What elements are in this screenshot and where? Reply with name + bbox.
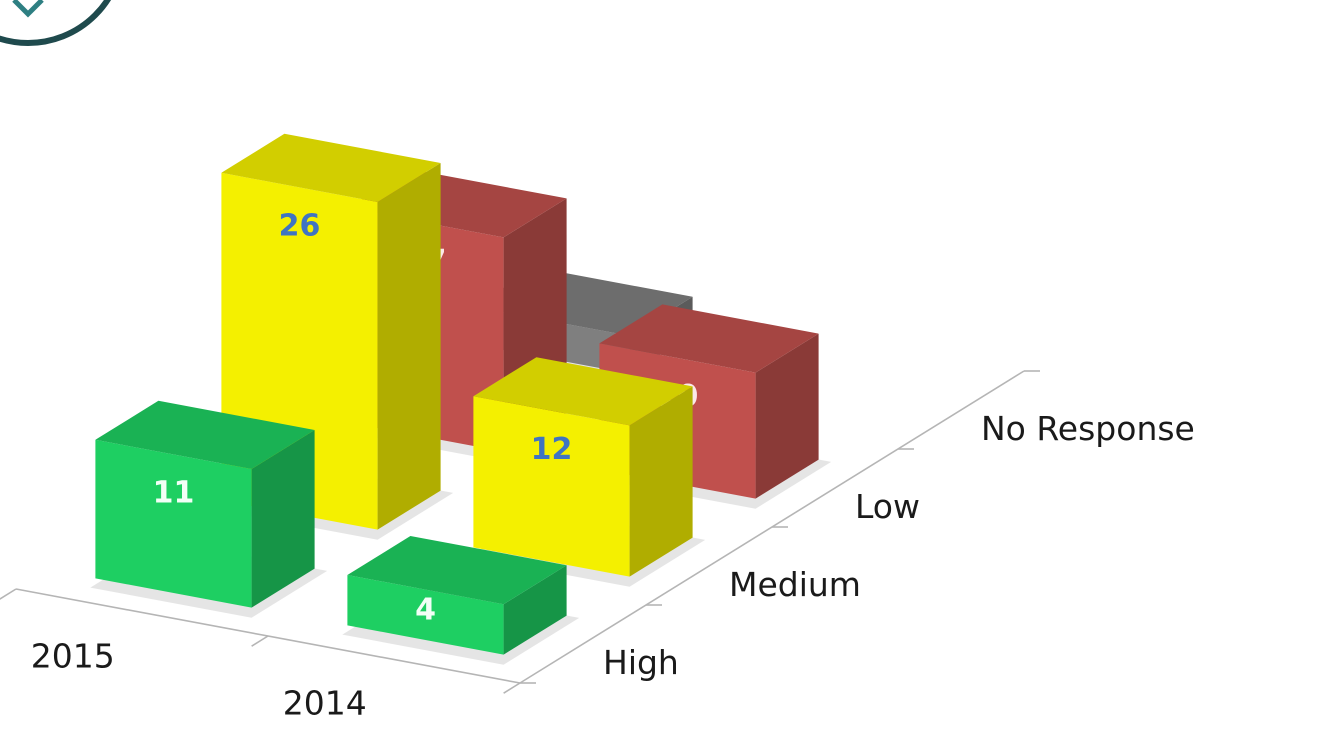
bar-side-face bbox=[629, 386, 693, 577]
corner-badge-arrow-icon bbox=[12, 0, 44, 18]
bar-high-2015: 11 bbox=[90, 400, 328, 618]
bar-side-face bbox=[503, 565, 567, 655]
series-tick-label: Low bbox=[855, 487, 920, 526]
bar-value-label: 11 bbox=[153, 475, 195, 510]
series-tick-label: High bbox=[603, 643, 679, 682]
bar-top-face bbox=[599, 304, 819, 373]
bar-value-label: 26 bbox=[279, 208, 321, 243]
bar-side-face bbox=[251, 430, 315, 608]
bar-top-face bbox=[95, 400, 315, 469]
axes bbox=[0, 370, 1040, 694]
bar-medium-2014: 12 bbox=[468, 357, 706, 587]
bar-side-face bbox=[377, 163, 441, 530]
series-tick-label: Medium bbox=[729, 565, 861, 604]
tick-labels: 2014 2015 High Medium Low No Response bbox=[31, 409, 1195, 722]
bar-value-label: 4 bbox=[415, 593, 436, 628]
category-axis-tick bbox=[251, 635, 269, 647]
bar-high-2014: 4 bbox=[342, 536, 580, 665]
bars: 310171226411 bbox=[90, 133, 832, 665]
category-tick-label: 2014 bbox=[283, 683, 367, 722]
bar-front-face bbox=[347, 575, 504, 655]
bar-value-label: 12 bbox=[531, 432, 573, 467]
bar-top-face bbox=[221, 133, 441, 202]
bar-side-face bbox=[755, 333, 819, 499]
category-axis-tick bbox=[503, 682, 521, 694]
bar-front-face bbox=[95, 439, 252, 608]
series-tick-label: No Response bbox=[981, 409, 1195, 448]
bar-top-face bbox=[473, 357, 693, 426]
category-tick-label: 2015 bbox=[31, 636, 115, 675]
corner-badge-icon bbox=[0, 0, 112, 46]
bar-top-face bbox=[347, 536, 567, 605]
bar-front-face bbox=[473, 396, 630, 577]
category-axis-tick bbox=[0, 588, 17, 600]
